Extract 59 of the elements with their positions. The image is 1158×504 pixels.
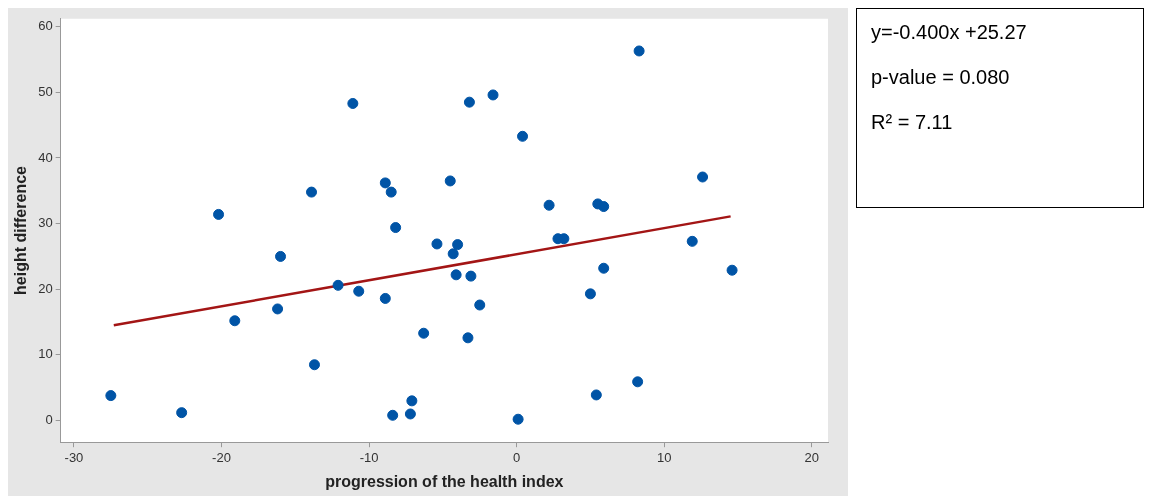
point (229, 315, 241, 327)
point (444, 175, 456, 187)
point (431, 238, 443, 250)
point (332, 279, 344, 291)
point (452, 239, 464, 251)
x-tick-label: -10 (359, 449, 379, 465)
point (418, 327, 430, 339)
point (404, 408, 416, 420)
point (347, 97, 359, 109)
x-axis-title: progression of the health index (325, 472, 564, 490)
point (465, 270, 477, 282)
point (463, 96, 475, 108)
point (105, 390, 117, 402)
point (517, 130, 529, 142)
point (512, 413, 524, 425)
point (306, 186, 318, 198)
point (632, 376, 644, 388)
x-tick-label: -20 (212, 449, 231, 465)
point (379, 177, 391, 189)
point (353, 285, 365, 297)
text: R² = 7.11 (871, 111, 954, 134)
point (406, 395, 418, 407)
point (598, 262, 610, 274)
x-tick-label: -30 (64, 449, 84, 465)
x-tick-label: 10 (656, 449, 672, 465)
point (462, 332, 474, 344)
text: p-value = 0.080 (871, 66, 1011, 89)
point (633, 45, 645, 57)
point (474, 299, 486, 311)
y-tick-label: 50 (38, 83, 53, 99)
y-tick-label: 60 (38, 18, 53, 34)
x-tick-label: 20 (804, 449, 819, 465)
point (543, 199, 555, 211)
point (598, 201, 610, 213)
point (390, 222, 402, 234)
point (272, 303, 284, 315)
point (176, 407, 188, 419)
point (697, 171, 709, 183)
point (590, 389, 602, 401)
point (584, 288, 596, 300)
point (487, 89, 499, 101)
y-axis-title: height difference (12, 165, 30, 295)
point (450, 269, 462, 281)
point (275, 250, 287, 262)
y-tick-label: 10 (38, 346, 53, 362)
y-tick-label: 20 (38, 280, 53, 296)
text: y=-0.400x +25.27 (871, 21, 1028, 44)
x-tick-label: 0 (513, 449, 521, 465)
point (447, 248, 459, 260)
y-tick-label: 30 (38, 215, 53, 231)
point (308, 359, 320, 371)
point (686, 235, 698, 247)
point (379, 292, 391, 304)
point (385, 186, 397, 198)
point (726, 264, 738, 276)
point (213, 208, 225, 220)
y-tick-label: 40 (38, 149, 53, 165)
point (387, 409, 399, 421)
y-tick-label: 0 (45, 412, 53, 428)
